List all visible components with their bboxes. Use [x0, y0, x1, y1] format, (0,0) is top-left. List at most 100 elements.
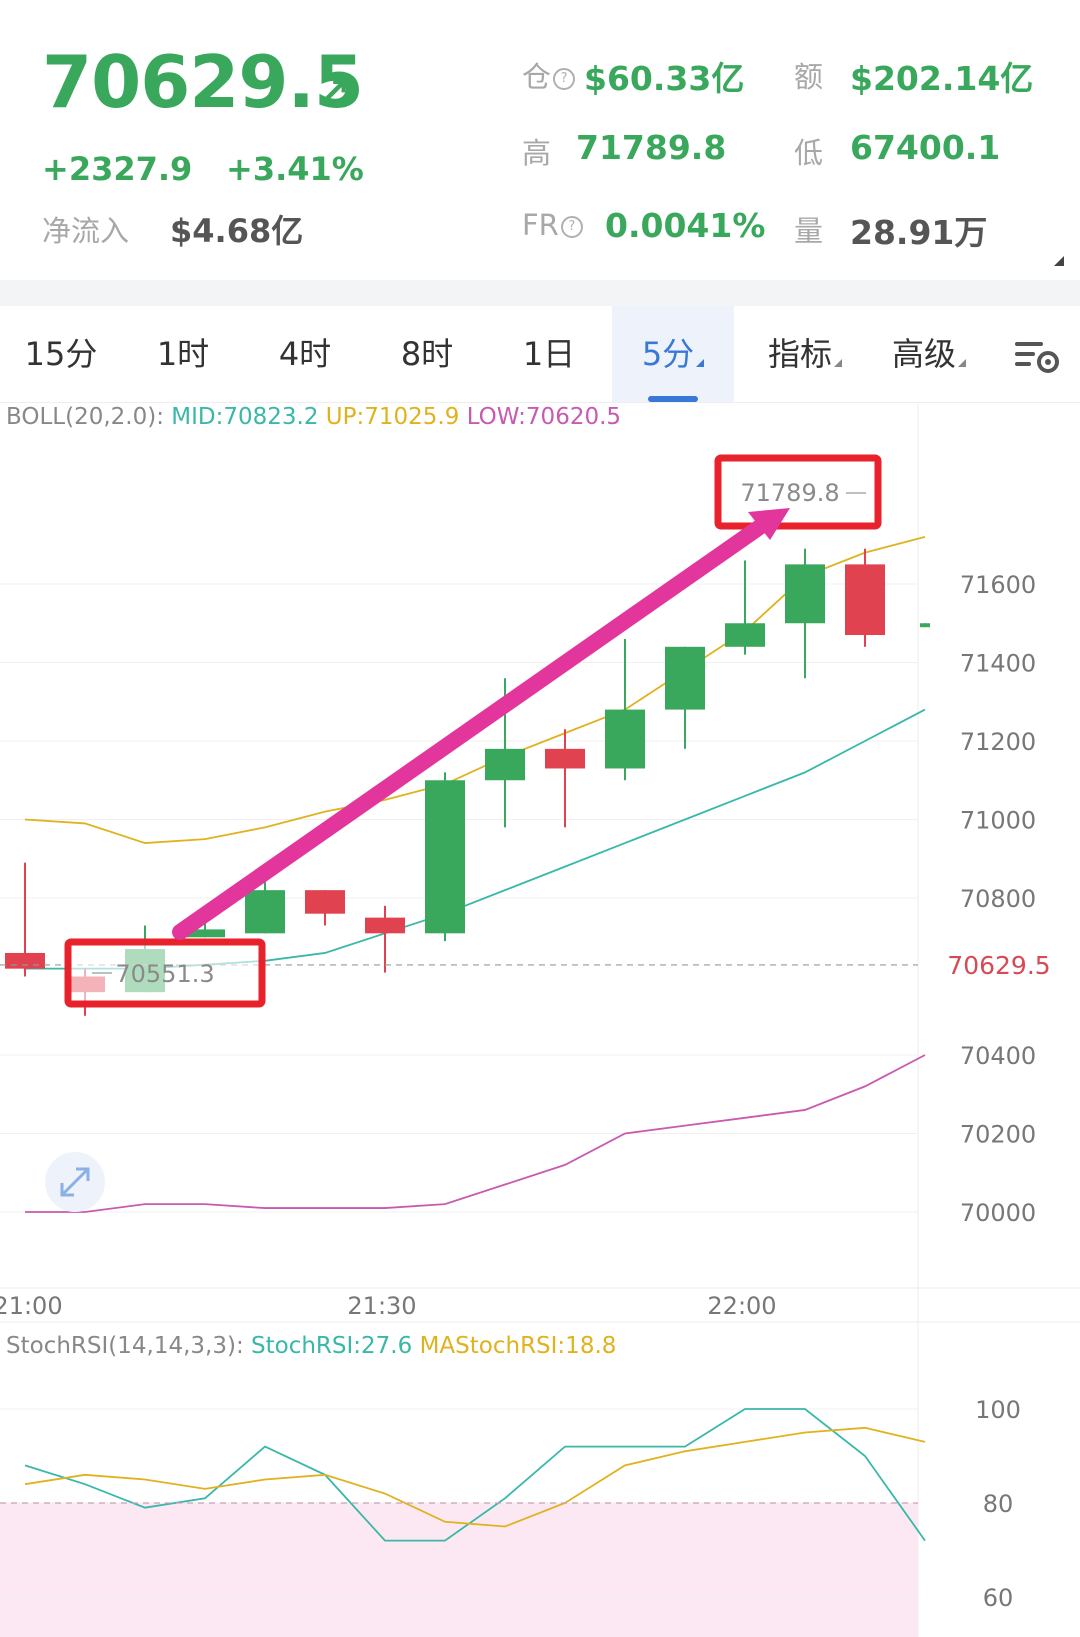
turnover-label: 额	[794, 60, 824, 94]
candle	[485, 678, 525, 828]
expand-corner-icon[interactable]	[1054, 256, 1064, 266]
high-annotation-box	[714, 454, 882, 530]
boll-low-label: LOW:70620.5	[466, 404, 622, 430]
tab-indicators[interactable]: 指标	[744, 306, 866, 402]
open-interest-label[interactable]: 仓?	[522, 54, 576, 96]
tab-advanced[interactable]: 高级	[868, 306, 990, 402]
dropdown-indicator-icon	[958, 359, 966, 367]
tab-5m[interactable]: 5分	[612, 306, 734, 402]
candle	[920, 623, 930, 628]
x-tick-label: 21:00	[0, 1292, 63, 1320]
candle	[305, 890, 345, 926]
ticker-header: 70629.5 ↗ +2327.9 +3.41% 净流入 $4.68亿 仓? $…	[0, 0, 1080, 280]
trend-up-arrow-icon: ↗	[318, 70, 350, 114]
candle	[245, 866, 285, 934]
boll-low-line	[25, 1054, 926, 1213]
chart-settings-button[interactable]	[994, 306, 1080, 402]
stoch-stochrsi-line	[24, 1408, 926, 1542]
tab-1d[interactable]: 1日	[488, 306, 610, 402]
boll-up-label: UP:71025.9	[325, 404, 460, 430]
stochrsi-d-label: MAStochRSI:18.8	[419, 1333, 617, 1359]
stochrsi-legend: StochRSI(14,14,3,3): StochRSI:27.6 MASto…	[6, 1333, 616, 1359]
help-circle-icon[interactable]: ?	[560, 216, 583, 238]
stoch-y-tick-label: 60	[983, 1584, 1014, 1612]
candle	[845, 548, 885, 647]
expand-icon-corner	[76, 1167, 90, 1181]
trend-arrow-shaft	[172, 516, 772, 940]
trend-arrow-head	[748, 508, 790, 540]
tab-4h[interactable]: 4时	[244, 306, 366, 402]
netflow-label: 净流入	[42, 214, 130, 248]
candle-body	[605, 709, 645, 769]
candle-body	[665, 646, 705, 710]
funding-rate-label-text: FR	[522, 208, 559, 242]
candle	[605, 638, 645, 781]
current-price-tag-bg	[920, 948, 1078, 979]
y-tick-label: 71000	[960, 807, 1036, 835]
y-tick-label: 70800	[960, 885, 1036, 913]
stoch-y-tick-label: 100	[975, 1396, 1021, 1424]
boll-legend: BOLL(20,2.0): MID:70823.2 UP:71025.9 LOW…	[6, 404, 621, 430]
high-label: 高	[522, 136, 552, 170]
candle	[365, 905, 405, 973]
tab-label: 高级	[891, 335, 956, 373]
funding-rate-label[interactable]: FR?	[522, 208, 583, 242]
tab-label: 4时	[278, 335, 332, 373]
low-label: 低	[794, 136, 824, 170]
oversold-zone	[0, 1503, 918, 1637]
stoch-mastochrsi-line	[24, 1426, 926, 1528]
tab-15m[interactable]: 15分	[0, 306, 122, 402]
open-interest-label-text: 仓	[522, 60, 552, 94]
low-marker-label: 70551.3	[115, 960, 214, 988]
stochrsi-legend-prefix: StochRSI(14,14,3,3):	[6, 1333, 252, 1359]
x-tick-label: 21:30	[347, 1292, 416, 1320]
high-value: 71789.8	[576, 128, 727, 167]
y-tick-label: 70400	[960, 1042, 1036, 1070]
tab-1h[interactable]: 1时	[122, 306, 244, 402]
y-tick-label: 70000	[960, 1199, 1036, 1227]
stochrsi-k-label: StochRSI:27.6	[251, 1333, 413, 1359]
dropdown-indicator-icon	[834, 359, 842, 367]
candle	[425, 772, 465, 942]
current-price-tag: 70629.5	[947, 951, 1050, 980]
boll-up-line	[24, 536, 926, 844]
expand-arrows-icon[interactable]	[45, 1152, 105, 1212]
candle-body	[845, 564, 885, 636]
y-tick-label: 71200	[960, 728, 1036, 756]
candle-body	[5, 952, 45, 969]
help-circle-icon[interactable]: ?	[553, 68, 576, 90]
change-percent: +3.41%	[226, 150, 364, 188]
y-tick-label: 70200	[960, 1121, 1036, 1149]
candle-body	[485, 748, 525, 781]
candle	[665, 646, 705, 749]
candle	[725, 560, 765, 655]
change-absolute: +2327.9	[42, 150, 193, 188]
last-price: 70629.5	[42, 40, 364, 124]
x-tick-label: 22:00	[707, 1292, 776, 1320]
tab-label: 8时	[400, 335, 454, 373]
candle-body	[425, 780, 465, 934]
tab-label: 1时	[156, 335, 210, 373]
volume-label: 量	[794, 214, 824, 248]
tab-label: 15分	[24, 335, 98, 373]
tab-label: 5分	[641, 335, 695, 373]
price-chart[interactable]: 70000 70200 70400 70800 71000 71200 71400 71600…	[0, 402, 1080, 1637]
expand-icon-line	[60, 1167, 90, 1197]
candle	[785, 548, 825, 679]
netflow-value: $4.68亿	[170, 212, 304, 250]
candle-body	[305, 890, 345, 914]
expand-icon-corner	[60, 1183, 74, 1197]
candle-body	[785, 564, 825, 624]
candle-body	[245, 890, 285, 934]
candle	[545, 729, 585, 828]
candle-body	[365, 917, 405, 934]
dropdown-indicator-icon	[696, 359, 705, 367]
tab-8h[interactable]: 8时	[366, 306, 488, 402]
stoch-y-tick-label: 80	[983, 1490, 1014, 1518]
candle	[5, 862, 45, 977]
candle-body	[185, 929, 225, 938]
candle-body	[920, 623, 930, 628]
timeframe-tabs: 15分 1时 4时 8时 1日 5分 指标 高级	[0, 306, 1080, 403]
tab-label: 指标	[767, 335, 832, 373]
low-annotation-box	[64, 938, 266, 1008]
